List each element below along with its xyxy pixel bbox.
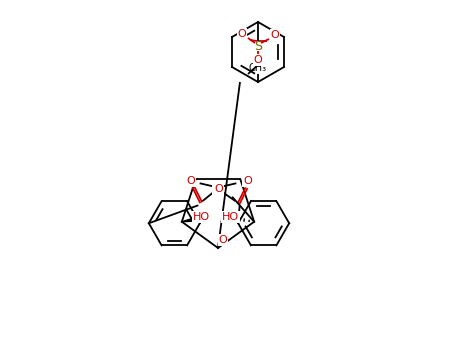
Text: O: O bbox=[238, 29, 246, 39]
Text: CH₃: CH₃ bbox=[249, 63, 267, 73]
Text: O: O bbox=[253, 55, 263, 65]
Polygon shape bbox=[182, 213, 211, 222]
Text: O: O bbox=[213, 184, 222, 194]
Text: O: O bbox=[186, 176, 195, 186]
Text: O: O bbox=[271, 30, 279, 40]
Text: HO: HO bbox=[222, 212, 239, 222]
Text: O: O bbox=[218, 235, 228, 245]
Text: HO: HO bbox=[193, 212, 210, 222]
Text: O: O bbox=[243, 176, 252, 186]
Text: S: S bbox=[254, 40, 262, 52]
Text: O: O bbox=[214, 184, 222, 194]
